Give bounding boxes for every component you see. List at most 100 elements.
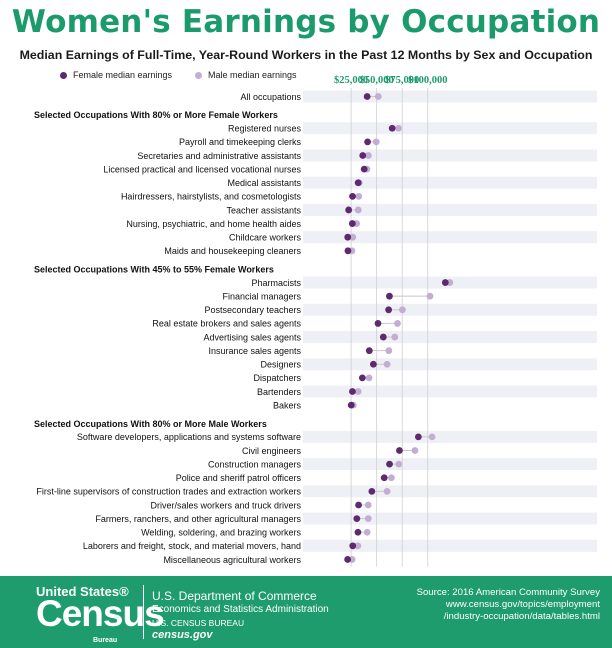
row-label: Dispatchers bbox=[253, 373, 301, 383]
source-line-3: /industry-occupation/data/tables.html bbox=[443, 611, 600, 622]
row-stripe bbox=[303, 90, 597, 103]
row-label: Laborers and freight, stock, and materia… bbox=[83, 541, 301, 551]
row-label: Licensed practical and licensed vocation… bbox=[103, 164, 301, 174]
row-stripe bbox=[303, 176, 597, 189]
male-point bbox=[372, 138, 380, 146]
female-point bbox=[349, 192, 356, 200]
gridlines: $25,000$50,000$75,000$100,000 bbox=[334, 75, 447, 567]
row-label: Postsecondary teachers bbox=[204, 305, 301, 315]
chart-subtitle: Median Earnings of Full-Time, Year-Round… bbox=[19, 48, 593, 62]
logo-census: Census bbox=[36, 593, 165, 634]
group-header: Selected Occupations With 80% or More Ma… bbox=[34, 419, 267, 429]
male-point bbox=[354, 388, 362, 395]
female-point bbox=[414, 433, 422, 441]
row-label: Pharmacists bbox=[251, 278, 301, 288]
row-stripe bbox=[303, 385, 597, 398]
male-point bbox=[364, 152, 372, 159]
dumbbell-chart: $25,000$50,000$75,000$100,000 All occupat… bbox=[34, 75, 597, 567]
legend-female: Female median earnings bbox=[60, 70, 172, 80]
female-point bbox=[363, 93, 371, 100]
female-point bbox=[386, 292, 393, 300]
male-point bbox=[394, 320, 401, 327]
male-point bbox=[364, 501, 372, 509]
male-point bbox=[363, 528, 371, 536]
male-point bbox=[428, 433, 436, 441]
row-label: Hairdressers, hairstylists, and cosmetol… bbox=[121, 192, 302, 202]
male-point bbox=[391, 333, 399, 341]
male-point bbox=[383, 360, 391, 368]
row-labels: All occupations Selected Occupations With… bbox=[34, 92, 301, 565]
male-point bbox=[399, 306, 406, 314]
footer-dept: U.S. Department of Commerce bbox=[152, 589, 317, 603]
row-stripe bbox=[303, 358, 597, 371]
group-header: Selected Occupations With 45% to 55% Fem… bbox=[34, 264, 274, 274]
female-point bbox=[396, 447, 403, 454]
female-point bbox=[349, 388, 356, 395]
female-point bbox=[358, 374, 366, 382]
row-label: Advertising sales agents bbox=[203, 332, 301, 342]
male-point bbox=[364, 515, 372, 522]
row-label: Civil engineers bbox=[242, 446, 302, 456]
female-point bbox=[348, 220, 356, 227]
footer-divider bbox=[143, 585, 144, 639]
row-stripe bbox=[303, 149, 597, 162]
female-point bbox=[380, 474, 388, 482]
logo-bureau: Bureau bbox=[93, 637, 118, 644]
row-stripe bbox=[303, 122, 597, 135]
male-point bbox=[365, 374, 373, 382]
row-label: Registered nurses bbox=[228, 124, 302, 134]
female-point bbox=[349, 542, 357, 550]
female-point bbox=[388, 124, 396, 132]
row-stripes bbox=[303, 90, 597, 552]
row-label: Driver/sales workers and truck drivers bbox=[150, 500, 301, 510]
male-point bbox=[395, 460, 403, 468]
female-point bbox=[355, 501, 362, 509]
male-point bbox=[387, 474, 395, 482]
female-point bbox=[374, 320, 382, 327]
row-label: Bartenders bbox=[257, 387, 302, 397]
points bbox=[344, 93, 454, 563]
footer-source: Source: 2016 American Community Survey w… bbox=[417, 587, 600, 623]
legend-male-label: Male median earnings bbox=[208, 70, 297, 80]
row-label: Childcare workers bbox=[229, 233, 302, 243]
row-stripe bbox=[303, 485, 597, 498]
row-label: Designers bbox=[260, 360, 301, 370]
female-point bbox=[379, 333, 387, 341]
row-label: Software developers, applications and sy… bbox=[77, 432, 301, 442]
male-point bbox=[354, 542, 362, 550]
x-tick-label: $75,000 bbox=[385, 75, 419, 86]
female-point bbox=[347, 401, 355, 409]
female-point bbox=[441, 279, 449, 286]
female-point bbox=[365, 347, 373, 355]
footer-bureau: U.S. CENSUS BUREAU bbox=[152, 618, 245, 628]
female-point bbox=[368, 487, 376, 495]
row-stripe bbox=[303, 331, 597, 344]
female-point bbox=[360, 165, 368, 173]
logo-united-states: United States® bbox=[36, 584, 129, 599]
row-label: Insurance sales agents bbox=[208, 346, 301, 356]
row-label: Farmers, ranchers, and other agricultura… bbox=[95, 514, 301, 524]
female-point bbox=[353, 515, 361, 522]
female-point bbox=[354, 179, 362, 187]
male-point bbox=[355, 192, 363, 200]
chart-title: Women's Earnings by Occupation bbox=[11, 4, 601, 40]
row-label: Teacher assistants bbox=[226, 205, 301, 215]
footer: United States® Census Bureau U.S. Depart… bbox=[0, 576, 612, 648]
female-point bbox=[364, 138, 371, 146]
row-stripe bbox=[303, 430, 597, 443]
x-tick-label: $25,000 bbox=[334, 75, 368, 86]
male-point bbox=[395, 124, 402, 132]
row-stripe bbox=[303, 458, 597, 471]
row-label: Welding, soldering, and brazing workers bbox=[141, 528, 301, 538]
group-header: Selected Occupations With 80% or More Fe… bbox=[34, 110, 278, 120]
row-label: Construction managers bbox=[208, 459, 302, 469]
female-point bbox=[359, 152, 367, 159]
row-label: Police and sheriff patrol officers bbox=[176, 473, 302, 483]
male-point bbox=[385, 347, 393, 355]
male-point bbox=[411, 447, 419, 454]
legend-female-marker bbox=[60, 72, 67, 79]
male-point bbox=[349, 233, 357, 241]
row-stripe bbox=[303, 512, 597, 525]
row-label: Maids and housekeeping cleaners bbox=[164, 246, 301, 256]
row-stripe bbox=[303, 539, 597, 552]
